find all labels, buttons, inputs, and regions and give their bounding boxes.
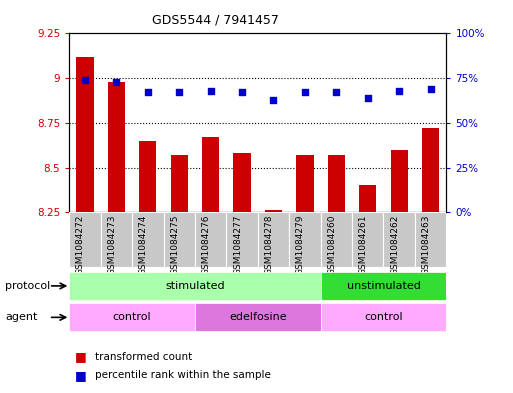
Bar (321, 272, 446, 300)
Point (332, 89, 341, 95)
Bar (321, 303, 446, 332)
Bar (164, 212, 195, 267)
Text: edelfosine: edelfosine (229, 312, 287, 322)
Text: protocol: protocol (5, 281, 50, 291)
Bar (101, 212, 132, 267)
Point (207, 88, 215, 94)
Text: GSM1084277: GSM1084277 (233, 215, 242, 275)
Bar (226, 212, 258, 267)
Point (364, 95, 372, 101)
Bar (132, 212, 164, 267)
Bar (69, 303, 195, 332)
Text: unstimulated: unstimulated (346, 281, 421, 291)
Point (426, 86, 435, 92)
Bar (233, 153, 251, 212)
Text: GSM1084272: GSM1084272 (76, 215, 85, 275)
Bar (321, 212, 352, 267)
Bar (352, 212, 383, 267)
Bar (265, 210, 282, 212)
Text: ■: ■ (74, 369, 86, 382)
Text: GSM1084261: GSM1084261 (359, 215, 368, 275)
Bar (390, 150, 408, 212)
Bar (328, 155, 345, 212)
Text: percentile rank within the sample: percentile rank within the sample (95, 370, 271, 380)
Text: transformed count: transformed count (95, 352, 192, 362)
Text: GSM1084274: GSM1084274 (139, 215, 148, 275)
Text: GSM1084262: GSM1084262 (390, 215, 399, 275)
Bar (297, 155, 313, 212)
Text: agent: agent (5, 312, 37, 322)
Text: GSM1084276: GSM1084276 (202, 215, 211, 275)
Bar (415, 212, 446, 267)
Bar (258, 212, 289, 267)
Bar (139, 141, 156, 212)
Point (144, 89, 152, 95)
Point (238, 89, 246, 95)
Bar (289, 212, 321, 267)
Text: ■: ■ (74, 350, 86, 364)
Point (269, 96, 278, 103)
Bar (69, 212, 101, 267)
Text: GSM1084279: GSM1084279 (296, 215, 305, 275)
Text: GSM1084278: GSM1084278 (265, 215, 273, 275)
Point (112, 79, 121, 85)
Text: stimulated: stimulated (165, 281, 225, 291)
Point (395, 88, 403, 94)
Point (175, 89, 183, 95)
Text: GSM1084275: GSM1084275 (170, 215, 179, 275)
Point (81, 77, 89, 83)
Bar (383, 212, 415, 267)
Text: control: control (364, 312, 403, 322)
Bar (69, 272, 321, 300)
Text: GSM1084260: GSM1084260 (327, 215, 337, 275)
Bar (202, 137, 219, 212)
Bar (195, 303, 321, 332)
Bar (422, 128, 439, 212)
Bar (195, 212, 226, 267)
Bar (359, 185, 377, 212)
Bar (171, 155, 188, 212)
Text: GSM1084273: GSM1084273 (107, 215, 116, 275)
Text: control: control (113, 312, 151, 322)
Bar (108, 82, 125, 212)
Bar (76, 57, 93, 212)
Text: GDS5544 / 7941457: GDS5544 / 7941457 (152, 14, 279, 27)
Text: GSM1084263: GSM1084263 (422, 215, 430, 275)
Point (301, 89, 309, 95)
